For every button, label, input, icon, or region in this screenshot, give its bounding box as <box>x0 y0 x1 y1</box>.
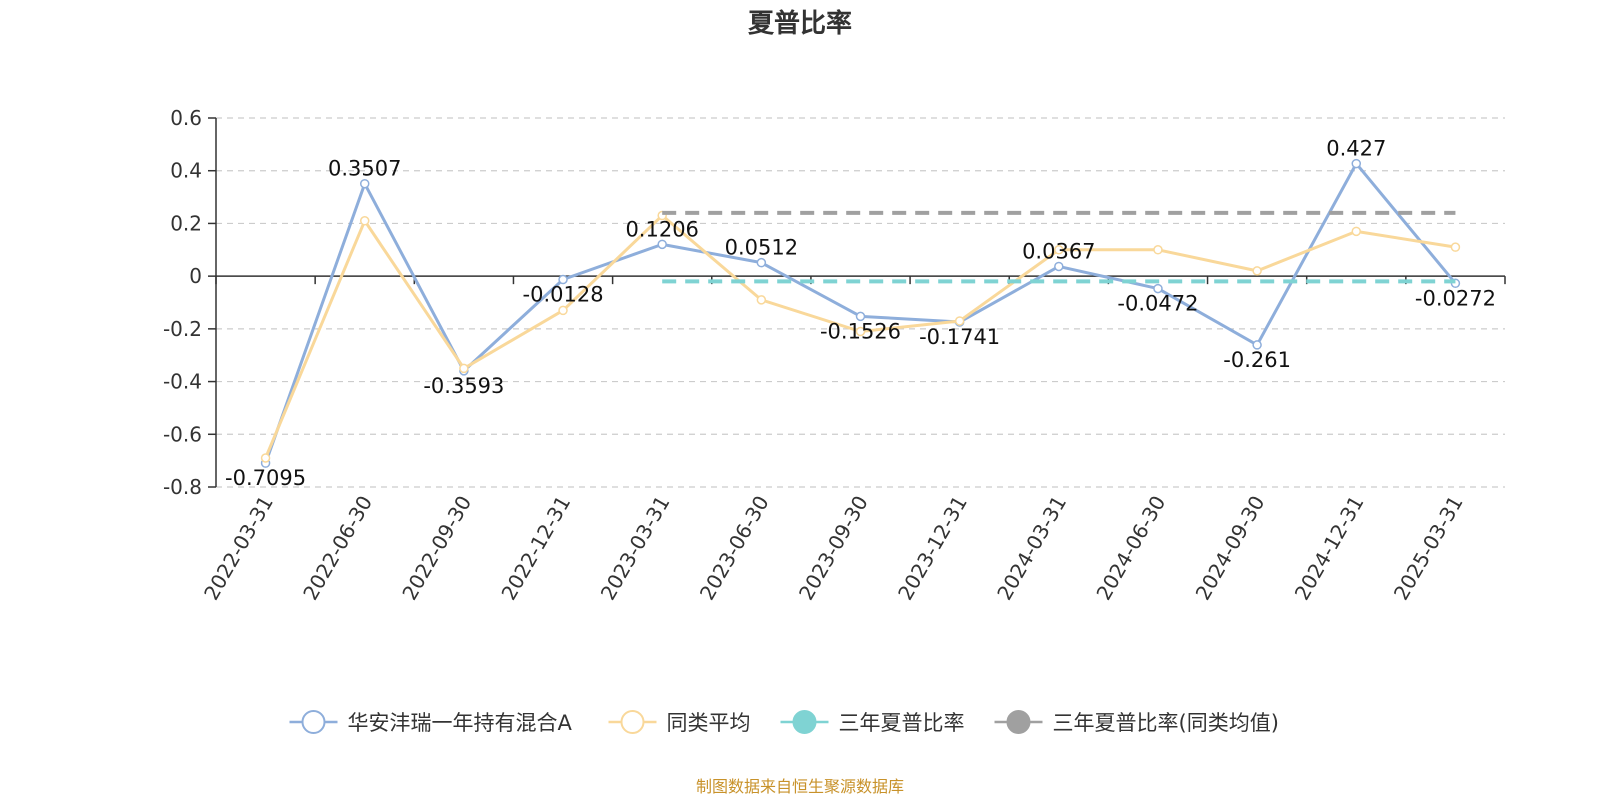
legend-marker <box>1006 710 1031 734</box>
x-tick-label: 2023-09-30 <box>794 492 873 605</box>
data-point <box>1054 261 1064 272</box>
data-point <box>558 305 568 316</box>
legend-item[interactable]: 三年夏普比率 <box>780 710 965 735</box>
data-label: 0.1206 <box>625 217 698 241</box>
data-point <box>260 453 271 463</box>
data-label: 0.0512 <box>725 236 798 260</box>
y-tick-label: -0.6 <box>163 422 202 446</box>
data-label: -0.1526 <box>820 319 901 343</box>
axes <box>215 118 1505 487</box>
legend-label: 华安沣瑞一年持有混合A <box>348 711 573 735</box>
data-label: 0.0367 <box>1022 239 1095 263</box>
data-label: 0.427 <box>1326 137 1386 161</box>
x-tick-label: 2022-03-31 <box>199 492 278 605</box>
data-label: 0.3507 <box>328 157 401 181</box>
data-label: -0.1741 <box>919 325 1000 349</box>
data-point <box>954 316 965 326</box>
data-label: -0.7095 <box>225 466 306 490</box>
x-tick-label: 2024-09-30 <box>1191 492 1270 605</box>
source-note: 制图数据来自恒生聚源数据库 <box>696 777 904 796</box>
data-point <box>1351 226 1362 237</box>
x-tick-label: 2023-03-31 <box>596 492 675 605</box>
data-point <box>855 326 866 337</box>
legend-marker <box>301 710 326 734</box>
y-axis-ticks: 0.6 0.4 0.2 0 -0.2 -0.4 -0.6 -0.8 <box>163 106 216 499</box>
x-tick-label: 2024-06-30 <box>1091 492 1170 605</box>
data-point <box>1450 242 1461 252</box>
x-tick-label: 2022-06-30 <box>298 492 377 605</box>
data-point <box>756 295 767 305</box>
series-lines <box>260 158 1461 468</box>
data-point <box>1351 158 1362 169</box>
y-tick-label: -0.2 <box>163 317 202 341</box>
x-tick-label: 2024-12-31 <box>1290 492 1369 605</box>
data-label: -0.0472 <box>1117 292 1198 316</box>
data-point <box>756 257 767 268</box>
data-label: -0.3593 <box>423 374 504 398</box>
data-labels: -0.7095 0.3507 -0.3593 -0.0128 0.1206 0.0512 -… <box>225 137 1496 491</box>
x-tick-label: 2023-12-31 <box>893 491 972 604</box>
y-tick-label: -0.4 <box>163 370 202 394</box>
y-tick-label: 0.2 <box>170 211 202 235</box>
data-point <box>459 363 469 374</box>
data-point <box>359 178 370 189</box>
data-point <box>1153 245 1163 255</box>
data-label: -0.261 <box>1223 348 1291 372</box>
y-tick-label: 0.4 <box>170 159 202 183</box>
grid-lines <box>216 117 1505 488</box>
data-label: -0.0128 <box>523 283 604 307</box>
legend-item[interactable]: 同类平均 <box>608 710 751 735</box>
data-point <box>558 274 568 285</box>
chart-title: 夏普比率 <box>748 8 852 39</box>
legend-item[interactable]: 三年夏普比率(同类均值) <box>994 710 1279 735</box>
y-tick-label: -0.8 <box>163 475 202 499</box>
legend-marker <box>620 710 645 734</box>
data-point <box>657 239 667 250</box>
x-tick-label: 2023-06-30 <box>695 492 774 605</box>
data-point <box>855 311 866 322</box>
x-tick-label: 2022-09-30 <box>397 492 476 605</box>
x-tick-label: 2022-12-31 <box>496 492 575 605</box>
data-point <box>1252 266 1262 276</box>
legend-item[interactable]: 华安沣瑞一年持有混合A <box>289 710 573 735</box>
data-label: -0.0272 <box>1415 286 1496 310</box>
y-tick-label: 0 <box>189 264 202 288</box>
data-point <box>1252 340 1262 350</box>
data-point <box>359 216 370 226</box>
legend-marker <box>792 710 817 734</box>
legend-label: 同类平均 <box>667 711 751 735</box>
x-tick-label: 2025-03-31 <box>1389 492 1468 605</box>
legend: 华安沣瑞一年持有混合A 同类平均 三年夏普比率 三年夏普比率(同类均值) <box>289 710 1279 735</box>
legend-label: 三年夏普比率(同类均值) <box>1053 711 1279 735</box>
x-tick-label: 2024-03-31 <box>992 492 1071 605</box>
data-point <box>1153 283 1163 294</box>
data-point <box>1054 245 1064 255</box>
legend-label: 三年夏普比率 <box>839 711 965 735</box>
y-tick-label: 0.6 <box>170 106 202 130</box>
